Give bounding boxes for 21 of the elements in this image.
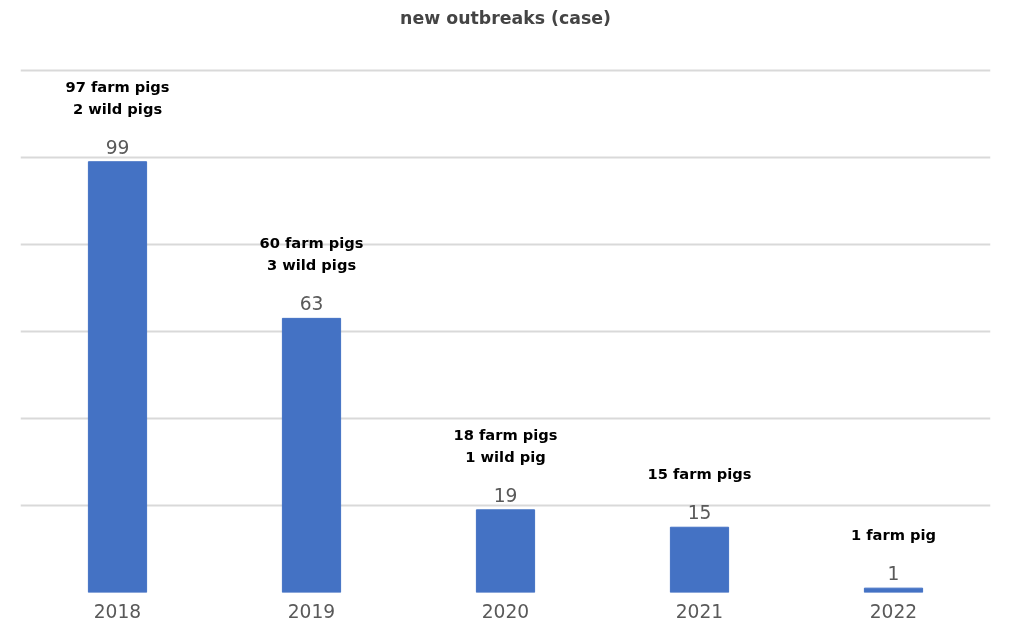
x-tick-label: 2019 [287,600,336,622]
data-label: 99 [105,136,130,158]
x-tick-label: 2022 [869,600,918,622]
x-tick-label: 2021 [675,600,724,622]
data-label: 63 [299,293,324,315]
data-label: 1 [887,563,900,585]
annotation: 60 farm pigs 3 wild pigs [259,234,364,274]
text: 97 farm pigs 2 wild pigs [65,77,170,117]
annotation: 1 farm pig [850,526,937,544]
data-label: 15 [687,502,712,524]
bar [863,587,924,593]
bar [87,161,148,593]
chart-title: new outbreaks (case) [400,7,611,28]
annotation: 18 farm pigs 1 wild pig [453,425,558,465]
x-tick-label: 2018 [93,600,142,622]
annotation: 15 farm pigs [647,465,752,483]
bar [475,509,536,593]
bar [669,526,730,593]
x-tick-label: 2020 [481,600,530,622]
data-label: 19 [493,484,518,506]
bar [281,317,342,593]
